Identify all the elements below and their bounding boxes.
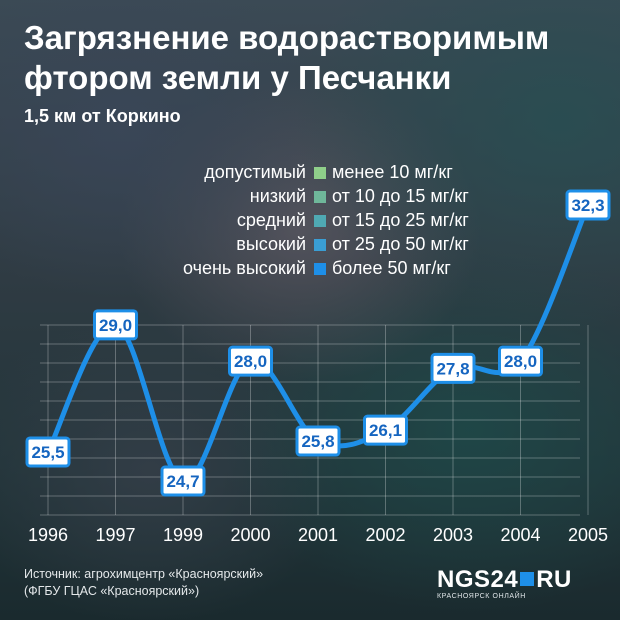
- data-label: 29,0: [99, 316, 132, 335]
- legend-item: высокий от 25 до 50 мг/кг: [100, 232, 560, 256]
- legend-level: очень высокий: [182, 258, 306, 278]
- x-tick-label: 1999: [163, 525, 203, 545]
- data-point: [565, 189, 611, 221]
- legend-range: от 15 до 25 мг/кг: [332, 210, 469, 230]
- x-tick-label: 2003: [433, 525, 473, 545]
- legend-item: очень высокий более 50 мг/кг: [100, 256, 560, 280]
- source-line: Источник: агрохимцентр «Красноярский»: [24, 567, 264, 581]
- legend-swatch: [314, 215, 326, 227]
- data-label: 28,0: [234, 352, 267, 371]
- legend-item: допустимый менее 10 мг/кг: [100, 160, 560, 184]
- legend-range: менее 10 мг/кг: [332, 162, 453, 182]
- data-point: [25, 436, 71, 468]
- source-note: Источник: агрохимцентр «Красноярский» (Ф…: [24, 566, 324, 600]
- x-tick-label: 2002: [365, 525, 405, 545]
- data-label: 28,0: [504, 352, 537, 371]
- legend-level: средний: [236, 210, 306, 230]
- data-point: [363, 414, 408, 446]
- legend-swatch: [314, 191, 326, 203]
- logo-text: NGS24: [437, 566, 519, 593]
- x-tick-label: 2000: [230, 525, 270, 545]
- data-label: 25,5: [31, 443, 64, 462]
- data-label: 32,3: [571, 196, 604, 215]
- legend-range: более 50 мг/кг: [332, 258, 451, 278]
- data-label: 25,8: [301, 432, 334, 451]
- data-point: [160, 465, 206, 497]
- data-label: 27,8: [436, 359, 469, 378]
- legend-swatch: [314, 263, 326, 275]
- data-point: [498, 345, 543, 377]
- legend-swatch: [314, 239, 326, 251]
- logo-square-icon: [520, 572, 535, 586]
- legend-level: высокий: [236, 234, 306, 254]
- x-tick-label: 2005: [568, 525, 608, 545]
- x-tick-label: 1997: [95, 525, 135, 545]
- legend-item: низкий от 10 до 15 мг/кг: [100, 184, 560, 208]
- legend: допустимый менее 10 мг/кг низкий от 10 до …: [100, 160, 560, 280]
- x-tick-label: 2004: [500, 525, 540, 545]
- page-title: Загрязнение водорастворимым фтором земли…: [24, 19, 550, 96]
- legend-item: средний от 15 до 25 мг/кг: [100, 208, 560, 232]
- page-subtitle: 1,5 км от Коркино: [24, 106, 181, 126]
- data-label: 26,1: [369, 421, 402, 440]
- x-tick-label: 1996: [28, 525, 68, 545]
- data-point: [430, 352, 476, 384]
- legend-level: низкий: [249, 186, 306, 206]
- x-tick-label: 2001: [298, 525, 338, 545]
- legend-range: от 10 до 15 мг/кг: [332, 186, 469, 206]
- ngs24-logo: NGS24 RU КРАСНОЯРСК ОНЛАЙН: [437, 566, 597, 600]
- data-point: [295, 425, 341, 457]
- data-label: 24,7: [166, 472, 199, 491]
- data-point: [228, 345, 273, 377]
- data-point: [93, 309, 138, 341]
- legend-level: допустимый: [204, 162, 306, 182]
- legend-range: от 25 до 50 мг/кг: [332, 234, 469, 254]
- logo-subtitle: КРАСНОЯРСК ОНЛАЙН: [437, 593, 526, 600]
- source-line: (ФГБУ ГЦАС «Красноярский»): [24, 584, 200, 598]
- logo-suffix: RU: [536, 566, 572, 593]
- legend-swatch: [314, 167, 326, 179]
